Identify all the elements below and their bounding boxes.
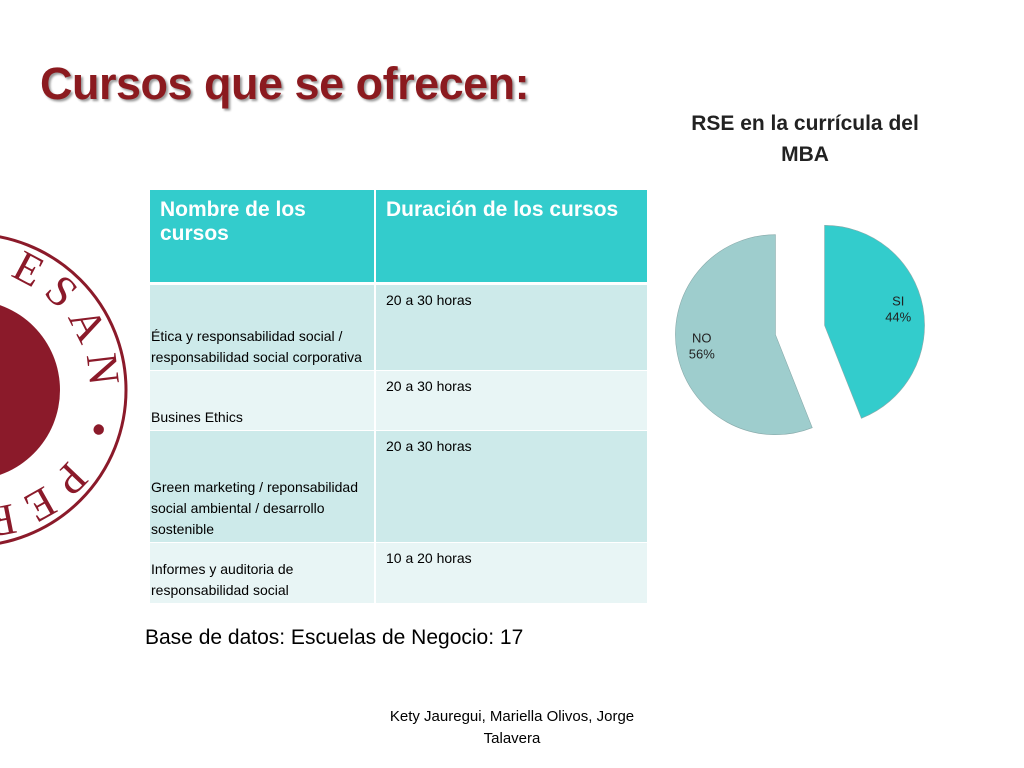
slice-category: NO [692,331,712,346]
course-duration: 20 a 30 horas [375,283,649,371]
header-cell: Duración de los cursos [375,190,649,285]
pie-slice [675,234,813,435]
logo: ESAN • PERÚ • [0,235,128,550]
slice-value: 44% [885,309,911,324]
logo-disc [0,305,60,475]
slice-category: SI [892,293,904,308]
slide-title: Cursos que se ofrecen: [40,58,530,109]
course-duration: 20 a 30 horas [375,370,649,431]
course-duration: 20 a 30 horas [375,430,649,543]
slice-value: 56% [689,347,715,362]
pie-chart: SI 44% NO 56% [675,225,925,435]
course-duration: 10 a 20 horas [375,542,649,604]
table-row: Ética y responsabilidad social / respons… [150,283,649,371]
course-name: Informes y auditoria de responsabilidad … [150,542,376,604]
course-name: Busines Ethics [150,370,376,431]
table-row: Informes y auditoria de responsabilidad … [150,542,649,604]
slice-label: SI 44% [885,293,911,324]
table-row: Green marketing / reponsabilidad social … [150,430,649,543]
table-row: Busines Ethics 20 a 30 horas [150,370,649,431]
course-name: Ética y responsabilidad social / respons… [150,283,376,371]
course-table: Nombre de los cursos Duración de los curs… [150,190,649,604]
pie-slice [824,225,925,419]
slice-label: NO 56% [689,331,715,362]
note: Base de datos: Escuelas de Negocio: 17 [145,626,524,649]
header-cell: Nombre de los cursos [150,190,376,285]
logo-ring [0,235,128,545]
course-name: Green marketing / reponsabilidad social … [150,430,376,543]
authors: Kety Jauregui, Mariella Olivos, Jorge Ta… [389,708,635,747]
chart-title: RSE en la currícula del MBA [691,112,919,166]
